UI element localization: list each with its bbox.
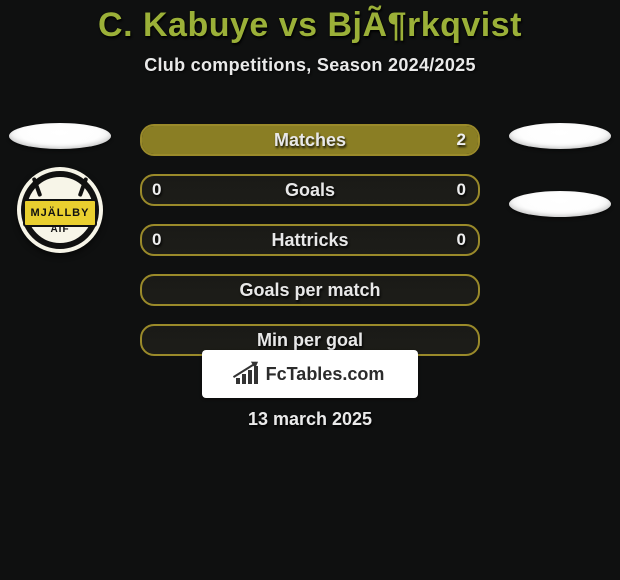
- right-player-badges: [509, 123, 611, 217]
- date-text: 13 march 2025: [0, 409, 620, 430]
- stat-row-hattricks: 00Hattricks: [140, 224, 480, 256]
- stat-rows: 2Matches 00Goals 00Hattricks Goals per matc…: [140, 124, 480, 356]
- page-title: C. Kabuye vs BjÃ¶rkqvist: [0, 0, 620, 45]
- left-club-crest-icon: MJÄLLBY AIF: [17, 167, 103, 253]
- stat-row-matches: 2Matches: [140, 124, 480, 156]
- stat-row-goals-per-match: Goals per match: [140, 274, 480, 306]
- brand-text: FcTables.com: [266, 364, 385, 385]
- stat-row-goals: 00Goals: [140, 174, 480, 206]
- stat-label: Goals per match: [142, 276, 478, 304]
- stat-label: Goals: [142, 176, 478, 204]
- right-flag-icon: [509, 123, 611, 149]
- right-secondary-icon: [509, 191, 611, 217]
- stat-label: Hattricks: [142, 226, 478, 254]
- stat-label: Matches: [142, 126, 478, 154]
- left-crest-bottom-text: AIF: [17, 224, 103, 235]
- brand-box: FcTables.com: [202, 350, 418, 398]
- brand-chart-icon: [236, 364, 260, 384]
- left-player-badges: MJÄLLBY AIF: [9, 123, 111, 253]
- subtitle: Club competitions, Season 2024/2025: [0, 55, 620, 76]
- left-crest-top-text: MJÄLLBY: [23, 199, 97, 227]
- left-flag-icon: [9, 123, 111, 149]
